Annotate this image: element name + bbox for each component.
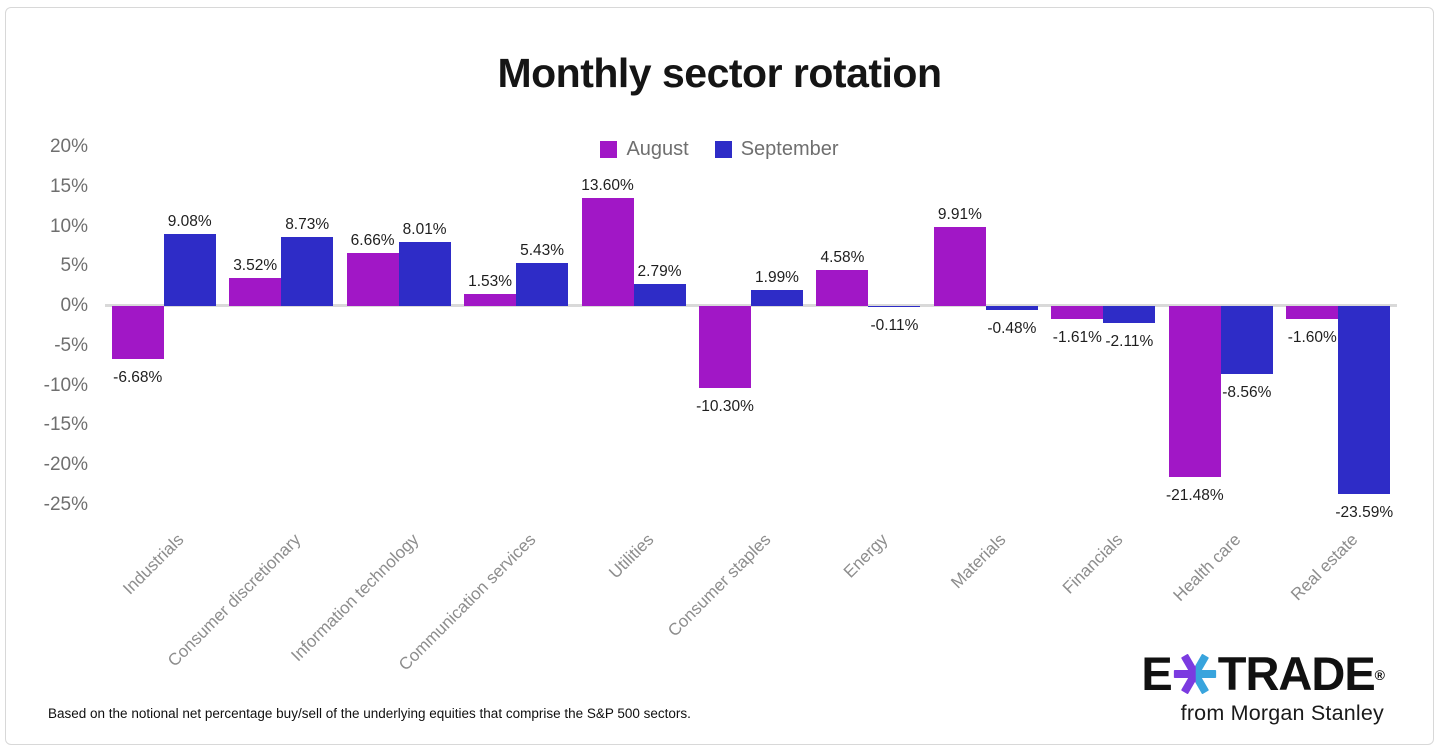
value-label-august-utilities: 13.60% (581, 176, 634, 194)
value-label-september-real-estate: -23.59% (1335, 503, 1394, 521)
bar-september-financials (1103, 306, 1156, 323)
bar-september-consumer-discretionary (281, 236, 334, 306)
value-label-august-energy: 4.58% (820, 248, 865, 266)
bar-august-consumer-staples (699, 306, 751, 388)
bar-august-communication-services (464, 293, 517, 306)
x-axis-label-materials: Materials (947, 530, 1010, 593)
legend-swatch-september (714, 141, 732, 158)
value-label-august-consumer-staples: -10.30% (696, 397, 754, 415)
bar-september-information-technology (398, 242, 451, 306)
value-label-september-health-care: -8.56% (1222, 384, 1272, 402)
etrade-logo-trade: TRADE (1217, 647, 1376, 700)
y-axis-tick: -20% (43, 454, 88, 475)
bar-august-industrials (111, 306, 164, 360)
bar-september-energy (868, 306, 921, 308)
y-axis-tick: 5% (60, 255, 88, 277)
etrade-logo-e: E (1141, 647, 1172, 700)
value-label-september-information-technology: 8.01% (402, 221, 447, 239)
chart-title: Monthly sector rotation (497, 50, 942, 96)
value-label-august-communication-services: 1.53% (468, 272, 513, 290)
etrade-subtitle: from Morgan Stanley (1180, 701, 1384, 725)
y-axis-tick: -15% (43, 414, 88, 436)
value-label-september-communication-services: 5.43% (520, 241, 565, 259)
value-label-august-financials: -1.61% (1052, 328, 1102, 346)
y-axis-tick: -25% (43, 493, 88, 515)
bar-august-real-estate (1286, 306, 1339, 319)
etrade-wordmark: E TRADE ® (1141, 647, 1385, 700)
legend: August September (0, 138, 1439, 161)
value-label-september-financials: -2.11% (1105, 332, 1154, 350)
value-label-august-industrials: -6.68% (113, 369, 163, 387)
value-label-september-materials: -0.48% (987, 319, 1037, 337)
legend-item-september: September (714, 138, 839, 161)
value-label-september-consumer-staples: 1.99% (755, 269, 799, 287)
y-axis-tick: -5% (54, 334, 88, 356)
bar-september-industrials (163, 233, 216, 306)
bar-september-health-care (1220, 306, 1273, 375)
etrade-asterisk-icon (1173, 652, 1217, 696)
y-axis-tick: -10% (43, 374, 88, 396)
bar-september-real-estate (1338, 306, 1391, 494)
value-label-august-information-technology: 6.66% (350, 232, 395, 250)
y-axis-tick: 15% (49, 175, 88, 197)
bar-august-health-care (1168, 306, 1221, 477)
bar-september-utilities (633, 283, 686, 306)
y-axis-tick: 20% (49, 136, 88, 157)
bar-august-financials (1051, 306, 1104, 319)
bar-august-materials (933, 227, 986, 306)
bar-september-communication-services (516, 262, 569, 306)
bar-august-energy (816, 269, 869, 306)
y-axis-tick: 0% (60, 295, 88, 316)
value-label-september-consumer-discretionary: 8.73% (285, 215, 330, 233)
legend-label: September (740, 138, 839, 160)
y-axis-tick: 10% (49, 215, 88, 237)
value-label-august-health-care: -21.48% (1165, 486, 1224, 504)
bar-august-information-technology (346, 253, 399, 306)
x-axis-label-financials: Financials (1059, 530, 1127, 598)
bar-august-consumer-discretionary (229, 278, 282, 306)
value-label-september-utilities: 2.79% (637, 262, 682, 280)
bar-august-utilities (581, 197, 634, 306)
legend-label: August (626, 138, 689, 160)
registered-mark: ® (1374, 667, 1385, 683)
bar-september-materials (985, 306, 1038, 310)
footnote: Based on the notional net percentage buy… (48, 706, 691, 721)
value-label-august-consumer-discretionary: 3.52% (233, 257, 278, 275)
etrade-logo: E TRADE ® from Morgan Stanley (1141, 647, 1385, 726)
bar-september-consumer-staples (751, 290, 803, 306)
value-label-september-energy: -0.11% (870, 317, 919, 335)
value-label-august-materials: 9.91% (937, 206, 982, 224)
legend-item-august: August (600, 138, 689, 161)
value-label-august-real-estate: -1.60% (1287, 328, 1337, 346)
legend-swatch-august (600, 141, 618, 158)
value-label-september-industrials: 9.08% (167, 212, 212, 230)
